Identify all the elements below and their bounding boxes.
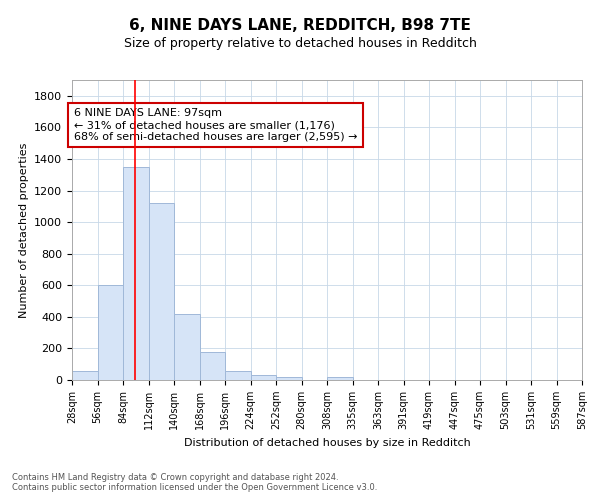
Text: 6, NINE DAYS LANE, REDDITCH, B98 7TE: 6, NINE DAYS LANE, REDDITCH, B98 7TE bbox=[129, 18, 471, 32]
X-axis label: Distribution of detached houses by size in Redditch: Distribution of detached houses by size … bbox=[184, 438, 470, 448]
Bar bbox=[72, 370, 97, 380]
Text: Contains HM Land Registry data © Crown copyright and database right 2024.: Contains HM Land Registry data © Crown c… bbox=[12, 474, 338, 482]
Text: Contains public sector information licensed under the Open Government Licence v3: Contains public sector information licen… bbox=[12, 484, 377, 492]
Bar bbox=[149, 203, 174, 380]
Y-axis label: Number of detached properties: Number of detached properties bbox=[19, 142, 29, 318]
Bar bbox=[327, 377, 353, 380]
Bar bbox=[97, 286, 123, 380]
Bar bbox=[251, 376, 276, 380]
Text: 6 NINE DAYS LANE: 97sqm
← 31% of detached houses are smaller (1,176)
68% of semi: 6 NINE DAYS LANE: 97sqm ← 31% of detache… bbox=[74, 108, 358, 142]
Bar bbox=[123, 167, 149, 380]
Bar bbox=[276, 377, 302, 380]
Bar bbox=[174, 314, 199, 380]
Bar bbox=[225, 372, 251, 380]
Bar bbox=[199, 352, 225, 380]
Text: Size of property relative to detached houses in Redditch: Size of property relative to detached ho… bbox=[124, 38, 476, 51]
